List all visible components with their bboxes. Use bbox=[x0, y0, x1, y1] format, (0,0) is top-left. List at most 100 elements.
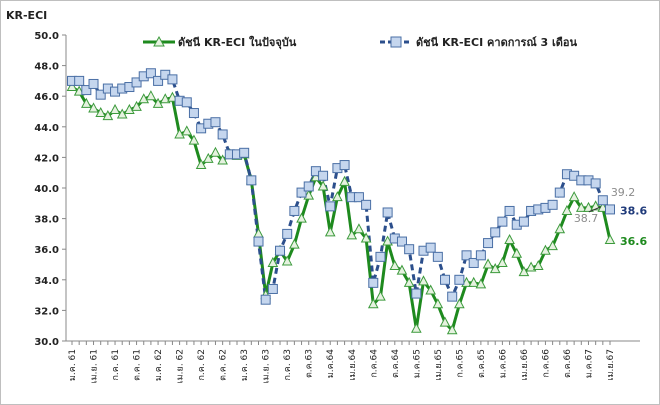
current-point bbox=[367, 298, 379, 309]
forecast-point bbox=[497, 216, 508, 227]
y-tick-label: 34.0 bbox=[34, 276, 59, 287]
legend: ดัชนี KR-ECI ในปัจจุบัน ดัชนี KR-ECI คาด… bbox=[143, 35, 577, 50]
forecast-point bbox=[368, 277, 379, 288]
y-tick-label: 38.0 bbox=[34, 215, 59, 226]
current-point bbox=[439, 316, 451, 327]
y-tick-label: 40.0 bbox=[34, 184, 59, 195]
x-tick-label: เม.ย. 63 bbox=[262, 349, 272, 383]
current-point bbox=[289, 238, 300, 249]
current-point bbox=[375, 290, 386, 301]
current-point bbox=[159, 93, 171, 104]
y-tick-label: 42.0 bbox=[34, 153, 59, 164]
forecast-point bbox=[88, 78, 99, 89]
current-point bbox=[396, 264, 408, 275]
y-tick-label: 44.0 bbox=[34, 123, 59, 134]
x-tick-label: ต.ค. 61 bbox=[133, 349, 143, 381]
forecast-point bbox=[74, 75, 85, 86]
x-tick-label: ม.ค. 62 bbox=[154, 349, 164, 381]
current-point bbox=[145, 90, 157, 101]
forecast-point bbox=[382, 207, 393, 218]
current-point bbox=[124, 103, 135, 114]
current-point bbox=[583, 201, 594, 212]
current-point bbox=[554, 223, 566, 234]
forecast-point bbox=[518, 216, 529, 227]
forecast-point bbox=[447, 291, 458, 302]
forecast-point bbox=[404, 244, 415, 255]
forecast-point bbox=[475, 250, 486, 261]
x-tick-label: เม.ย.67 bbox=[606, 349, 616, 380]
x-tick-label: ต.ค.63 bbox=[305, 349, 315, 378]
forecast-point bbox=[246, 175, 257, 186]
current-point bbox=[81, 97, 92, 108]
current-point bbox=[353, 223, 365, 234]
forecast-point bbox=[188, 108, 199, 119]
x-tick-label: ม.ค. 63 bbox=[240, 349, 250, 381]
current-point bbox=[575, 201, 587, 212]
data-label: 38.6 bbox=[620, 204, 647, 217]
current-point bbox=[497, 256, 508, 267]
forecast-point bbox=[425, 242, 436, 253]
forecast-point bbox=[81, 85, 92, 96]
x-tick-label: ต.ค.66 bbox=[563, 349, 573, 378]
x-tick-label: ม.ค.65 bbox=[412, 349, 422, 378]
y-tick-label: 46.0 bbox=[34, 92, 59, 103]
current-point bbox=[604, 233, 616, 245]
data-label: 36.6 bbox=[620, 235, 647, 248]
y-tick-label: 32.0 bbox=[34, 306, 59, 317]
y-tick-label: 50.0 bbox=[34, 31, 59, 42]
current-point bbox=[339, 175, 350, 186]
forecast-point bbox=[432, 251, 443, 262]
current-point bbox=[346, 229, 358, 240]
forecast-point bbox=[267, 283, 278, 294]
current-point bbox=[281, 255, 293, 266]
current-point bbox=[131, 100, 142, 111]
forecast-point bbox=[239, 147, 250, 158]
forecast-point bbox=[339, 160, 350, 171]
x-tick-label: ก.ค.65 bbox=[455, 349, 465, 378]
forecast-point bbox=[210, 117, 221, 128]
x-tick-label: ม.ค.67 bbox=[584, 349, 594, 378]
current-point bbox=[468, 276, 480, 287]
current-point bbox=[202, 152, 214, 163]
current-point bbox=[267, 256, 279, 267]
forecast-point bbox=[289, 205, 300, 216]
x-tick-label: เม.ย.65 bbox=[434, 349, 444, 380]
forecast-point bbox=[490, 227, 501, 238]
legend-label-forecast: ดัชนี KR-ECI คาดการณ์ 3 เดือน bbox=[416, 36, 577, 49]
legend-square-icon bbox=[390, 36, 402, 48]
current-point bbox=[195, 158, 207, 170]
x-tick-label: ม.ค.64 bbox=[326, 349, 336, 378]
forecast-point bbox=[547, 199, 558, 210]
x-tick-label: ก.ค. 61 bbox=[111, 349, 121, 381]
current-point bbox=[324, 226, 336, 237]
current-point bbox=[489, 263, 501, 274]
forecast-point bbox=[181, 97, 192, 108]
current-point bbox=[332, 191, 343, 202]
forecast-point bbox=[131, 77, 142, 88]
x-tick-label: เม.ย. 61 bbox=[90, 349, 100, 383]
current-point bbox=[425, 284, 436, 295]
x-tick-label: ต.ค.65 bbox=[477, 349, 487, 378]
current-point bbox=[95, 106, 107, 118]
current-point bbox=[360, 232, 372, 243]
x-tick-label: ก.ค.66 bbox=[541, 349, 551, 378]
current-point bbox=[561, 204, 573, 215]
forecast-point bbox=[483, 238, 494, 249]
current-point bbox=[174, 128, 185, 139]
x-tick-label: ม.ค. 61 bbox=[68, 349, 78, 381]
current-point bbox=[482, 258, 494, 269]
current-point bbox=[296, 212, 307, 223]
forecast-point bbox=[597, 195, 608, 206]
forecast-point bbox=[303, 181, 314, 192]
x-tick-label: เม.ย.64 bbox=[348, 349, 358, 381]
current-point bbox=[317, 180, 329, 191]
y-tick-label: 48.0 bbox=[34, 62, 59, 73]
legend-triangle-icon bbox=[153, 35, 165, 47]
current-point bbox=[418, 275, 429, 286]
current-point bbox=[532, 259, 544, 271]
current-point bbox=[511, 247, 523, 258]
forecast-point bbox=[590, 178, 601, 189]
forecast-point bbox=[411, 288, 422, 299]
current-point bbox=[181, 125, 193, 136]
